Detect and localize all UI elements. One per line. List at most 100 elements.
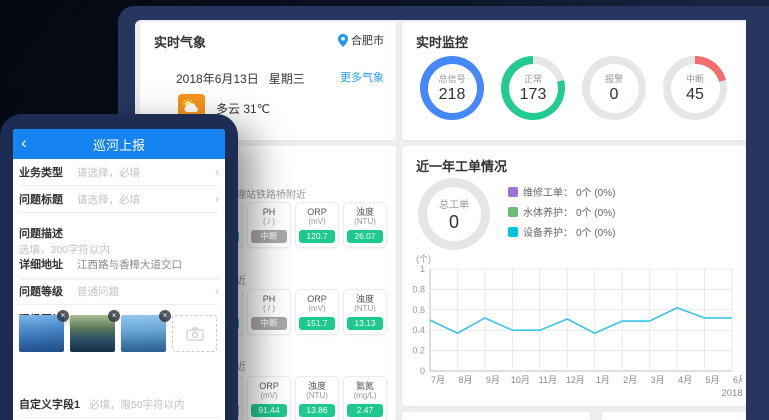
weather-cloudy-icon xyxy=(178,94,205,117)
business-type-placeholder: 请选择，必填 xyxy=(77,166,140,179)
ring-label: 中断 xyxy=(685,74,704,84)
station-title: 处理站铁路桥附近 xyxy=(226,190,306,201)
field-custom-1[interactable]: 自定义字段1 必填，限50字符以内 xyxy=(19,391,219,418)
svg-text:2月: 2月 xyxy=(623,375,637,385)
sensor-name: 浊度 xyxy=(355,294,374,304)
field-problem-title[interactable]: 问题标题 请选择，必填 › xyxy=(19,186,219,213)
ring-label: 总信号 xyxy=(438,74,466,84)
monitor-ring-报警: 报警 0 xyxy=(582,56,646,120)
sensor-card-浊度: 浊度 (NTU) 13.86 xyxy=(295,376,339,420)
add-photo-button[interactable] xyxy=(172,315,217,352)
sensor-unit: (NTU) xyxy=(354,304,376,313)
legend-swatch xyxy=(508,186,518,197)
more-weather-link[interactable]: 更多气象 xyxy=(340,72,384,84)
svg-text:0: 0 xyxy=(420,366,425,376)
sensor-unit: (mV) xyxy=(260,391,278,400)
svg-text:4月: 4月 xyxy=(678,375,692,385)
problem-title-label: 问题标题 xyxy=(19,194,63,206)
monitor-ring-总信号: 总信号 218 xyxy=(420,56,484,120)
ring-label: 正常 xyxy=(523,74,542,84)
sensor-unit: (NTU) xyxy=(306,391,328,400)
total-workorder-label: 总工单 xyxy=(439,199,469,211)
svg-text:5月: 5月 xyxy=(706,375,720,385)
remove-photo-icon[interactable]: × xyxy=(57,310,69,322)
field-problem-level[interactable]: 问题等级 普通问题 › xyxy=(19,278,219,305)
location-label: 合肥市 xyxy=(351,35,384,47)
sensor-card-PH: PH ( / ) 中断 xyxy=(247,202,291,248)
legend-label: 设备养护： xyxy=(523,228,573,239)
total-workorder-value: 0 xyxy=(448,211,459,232)
svg-text:11月: 11月 xyxy=(539,375,557,385)
custom1-label: 自定义字段1 xyxy=(19,399,81,411)
sensor-value-badge: 2.47 xyxy=(347,404,383,417)
sensor-card-ORP: ORP (mV) 151.7 xyxy=(295,289,339,335)
monitor-title: 实时监控 xyxy=(416,35,469,50)
sensor-value-badge: 26.07 xyxy=(347,230,383,243)
phone-mockup: ‹ 巡河上报 业务类型 请选择，必填 › 问题标题 请选择，必填 › 问题描述 … xyxy=(0,114,238,420)
sensor-card-浊度: 浊度 (NTU) 26.07 xyxy=(343,202,387,248)
legend-value: 0个 (0%) xyxy=(576,208,616,219)
ring-label: 报警 xyxy=(604,74,623,84)
address-value: 江西路与香樟大道交口 xyxy=(77,258,182,271)
divider xyxy=(19,279,219,280)
camera-icon xyxy=(185,326,204,341)
problem-level-label: 问题等级 xyxy=(19,286,63,298)
svg-text:(个): (个) xyxy=(416,254,431,264)
sensor-name: PH xyxy=(262,207,276,217)
svg-text:12月: 12月 xyxy=(566,375,585,385)
sensor-unit: (mg/L) xyxy=(353,391,377,400)
legend-item: 水体养护： 0个 (0%) xyxy=(508,204,615,219)
field-address[interactable]: 详细地址 江西路与香樟大道交口 xyxy=(19,251,219,278)
monitor-ring-中断: 中断 45 xyxy=(663,56,727,120)
legend-swatch xyxy=(508,226,518,237)
sensor-unit: (mV) xyxy=(308,304,326,313)
sensor-value-badge: 中断 xyxy=(251,230,287,243)
field-business-type[interactable]: 业务类型 请选择，必填 › xyxy=(19,159,219,186)
sensor-name: ORP xyxy=(259,381,279,391)
sensor-name: ORP xyxy=(307,294,327,304)
svg-text:6月: 6月 xyxy=(733,375,742,385)
ring-value: 218 xyxy=(438,86,466,103)
svg-text:0.8: 0.8 xyxy=(412,284,425,294)
svg-text:3月: 3月 xyxy=(651,375,665,385)
remove-photo-icon[interactable]: × xyxy=(108,310,120,322)
remove-photo-icon[interactable]: × xyxy=(159,310,171,322)
legend-swatch xyxy=(508,206,518,217)
legend-label: 水体养护： xyxy=(523,208,573,219)
svg-text:2018: 2018 xyxy=(721,388,742,399)
problem-desc-textarea[interactable]: 选填，300字符以内 xyxy=(19,244,111,256)
site-photo[interactable]: × xyxy=(121,310,171,352)
sensor-name: PH xyxy=(262,294,276,304)
app-title: 巡河上报 xyxy=(92,137,145,153)
sensor-card-ORP: ORP (mV) 91.44 xyxy=(247,376,291,420)
sensor-unit: (NTU) xyxy=(354,217,376,226)
sensor-card-氨氮: 氨氮 (mg/L) 2.47 xyxy=(343,376,387,420)
sensor-unit: ( / ) xyxy=(263,304,275,313)
sensor-unit: (mV) xyxy=(308,217,326,226)
svg-text:1月: 1月 xyxy=(596,375,610,385)
back-icon[interactable]: ‹ xyxy=(21,133,27,152)
weather-condition: 多云 31℃ xyxy=(216,102,271,116)
ring-value: 173 xyxy=(519,86,547,103)
sensor-value-badge: 中断 xyxy=(251,317,287,330)
legend-item: 设备养护： 0个 (0%) xyxy=(508,224,615,239)
svg-text:1: 1 xyxy=(420,264,425,274)
site-photo[interactable]: × xyxy=(70,310,120,352)
chevron-right-icon: › xyxy=(215,284,219,298)
monitor-panel: 实时监控 总信号 218 正常 173 报警 0 中断 45 xyxy=(402,22,746,140)
app-header: ‹ 巡河上报 xyxy=(13,129,225,159)
svg-text:0.4: 0.4 xyxy=(412,325,425,335)
site-photo[interactable]: × xyxy=(19,310,69,352)
bottom-panel-right xyxy=(602,412,746,420)
sensor-value-badge: 13.86 xyxy=(299,404,335,417)
workorder-line-chart: 0 0.2 0.4 0.6 0.8 1 7月 8月 9月 10月 11月 12月 1月 2月 3月 4月 5月 6… xyxy=(412,254,742,399)
location[interactable]: 合肥市 xyxy=(338,32,384,48)
sensor-value-badge: 13.13 xyxy=(347,317,383,330)
custom1-placeholder: 必填，限50字符以内 xyxy=(89,398,185,411)
weather-date: 2018年6月13日 星期三 xyxy=(176,72,305,86)
sensor-name: 氨氮 xyxy=(355,381,374,391)
sensor-value-badge: 120.7 xyxy=(299,230,335,243)
ring-value: 45 xyxy=(686,86,704,103)
chevron-right-icon: › xyxy=(215,165,219,179)
legend-value: 0个 (0%) xyxy=(576,188,616,199)
